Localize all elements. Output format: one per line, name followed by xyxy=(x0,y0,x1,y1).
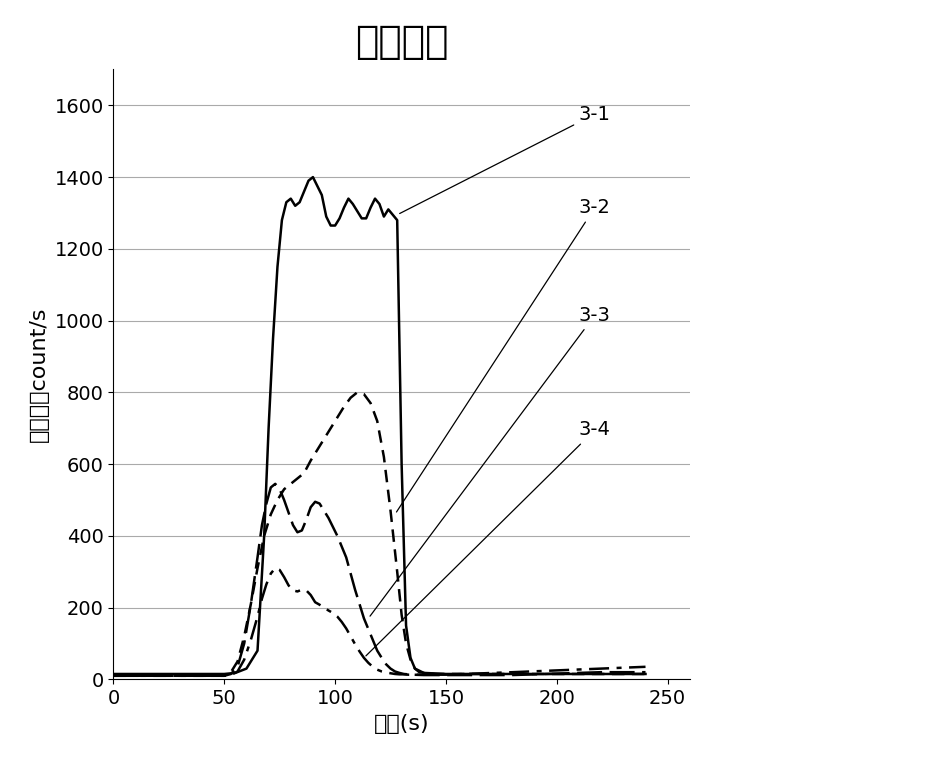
Text: 3-4: 3-4 xyxy=(365,421,610,656)
Text: 3-2: 3-2 xyxy=(396,198,610,512)
Text: 3-3: 3-3 xyxy=(370,306,610,616)
X-axis label: 时间(s): 时间(s) xyxy=(374,713,429,733)
Y-axis label: 发光强度count/s: 发光强度count/s xyxy=(29,306,49,442)
Title: 响应曲线: 响应曲线 xyxy=(355,23,447,61)
Text: 3-1: 3-1 xyxy=(399,105,610,214)
